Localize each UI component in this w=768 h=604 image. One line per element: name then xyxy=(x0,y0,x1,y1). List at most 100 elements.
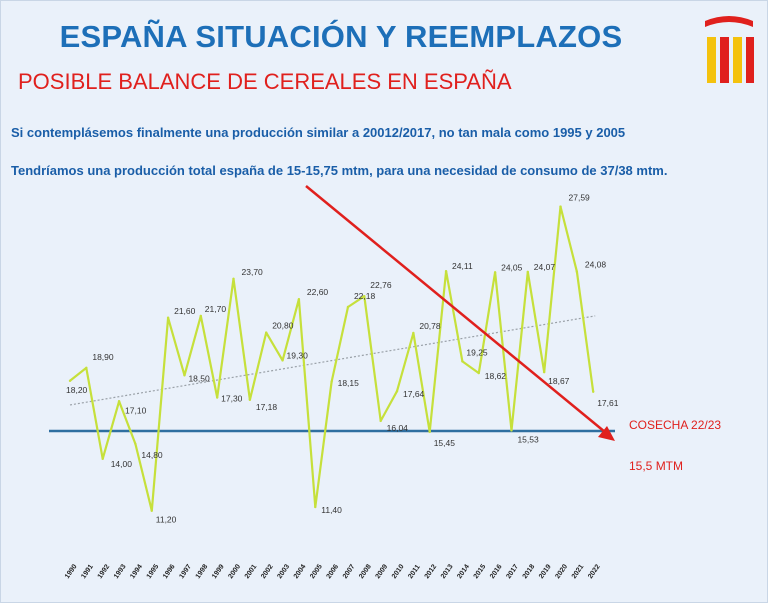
x-tick-label: 1999 xyxy=(211,563,226,580)
data-point xyxy=(493,271,497,274)
data-label: 23,70 xyxy=(242,267,264,277)
data-label: 24,08 xyxy=(585,260,607,270)
data-point xyxy=(199,314,202,318)
data-label: 17,10 xyxy=(125,405,147,415)
x-tick-label: 2009 xyxy=(375,563,390,580)
description-line-1: Si contemplásemos finalmente una producc… xyxy=(11,125,626,140)
x-tick-label: 1990 xyxy=(64,563,79,580)
x-tick-label: 1995 xyxy=(146,563,161,580)
data-label: 21,70 xyxy=(205,304,227,314)
data-label: 14,80 xyxy=(141,450,163,460)
page-subtitle: POSIBLE BALANCE DE CEREALES EN ESPAÑA xyxy=(18,69,512,94)
data-label: 24,07 xyxy=(534,262,556,272)
x-tick-label: 1996 xyxy=(162,563,177,580)
x-tick-label: 1998 xyxy=(195,563,210,580)
x-tick-label: 2006 xyxy=(326,563,341,580)
x-tick-label: 2001 xyxy=(244,563,259,580)
data-point xyxy=(150,509,153,512)
page-title: ESPAÑA SITUACIÓN Y REEMPLAZOS xyxy=(59,19,623,54)
data-point xyxy=(477,371,480,375)
trend-line xyxy=(69,315,596,406)
data-point xyxy=(526,270,529,274)
data-label: 22,60 xyxy=(307,287,329,297)
data-label: 20,80 xyxy=(272,321,294,331)
data-point xyxy=(363,295,366,298)
data-point xyxy=(444,269,448,273)
arrow-shaft xyxy=(305,185,606,433)
x-tick-label: 1997 xyxy=(178,563,193,580)
x-tick-label: 2010 xyxy=(391,563,406,580)
x-tick-label: 1993 xyxy=(113,563,128,580)
x-tick-label: 2004 xyxy=(293,563,308,580)
data-point xyxy=(215,396,219,399)
data-point xyxy=(428,430,431,434)
data-point xyxy=(248,398,252,401)
data-point xyxy=(85,366,88,370)
x-tick-label: 2022 xyxy=(587,563,602,580)
x-tick-label: 2008 xyxy=(358,563,373,580)
x-tick-label: 2007 xyxy=(342,563,357,580)
data-label: 19,30 xyxy=(287,350,309,360)
data-label: 22,76 xyxy=(370,280,392,290)
data-point xyxy=(330,380,333,383)
data-label: 11,40 xyxy=(321,505,342,515)
data-label: 16,04 xyxy=(387,423,409,433)
data-point xyxy=(379,419,382,423)
data-label: 21,60 xyxy=(174,306,196,316)
data-point xyxy=(68,379,72,383)
x-tick-label: 2015 xyxy=(473,563,488,580)
x-tick-label: 2011 xyxy=(407,564,422,581)
arrow-head xyxy=(598,426,615,441)
data-point xyxy=(559,205,562,208)
data-point xyxy=(101,457,104,460)
data-label: 17,61 xyxy=(597,398,619,408)
x-tick-label: 2018 xyxy=(522,563,537,580)
data-point xyxy=(134,442,137,446)
data-point xyxy=(346,305,350,309)
data-point xyxy=(461,360,464,363)
x-tick-label: 2021 xyxy=(571,563,586,580)
data-point xyxy=(542,370,546,374)
data-point xyxy=(592,390,595,393)
x-tick-label: 2003 xyxy=(276,563,291,580)
data-point xyxy=(183,374,186,377)
data-label: 17,30 xyxy=(221,394,243,404)
x-tick-label: 1991 xyxy=(80,563,95,580)
spain-flag-bars-icon xyxy=(705,16,754,83)
data-point xyxy=(395,390,399,393)
data-label: 19,25 xyxy=(466,347,488,357)
data-label: 27,59 xyxy=(569,193,591,203)
data-label: 11,20 xyxy=(156,515,177,525)
data-point xyxy=(232,277,235,280)
data-point xyxy=(265,331,268,334)
data-label: 18,20 xyxy=(66,385,88,395)
data-point xyxy=(510,429,513,432)
data-label: 17,64 xyxy=(403,389,425,399)
x-tick-label: 2013 xyxy=(440,563,455,580)
x-tick-label: 2012 xyxy=(424,563,439,580)
x-tick-label: 2020 xyxy=(554,563,569,580)
x-tick-label: 2016 xyxy=(489,563,504,580)
x-tick-label: 1992 xyxy=(97,563,112,580)
annotation-15-5-mtm: 15,5 MTM xyxy=(629,459,683,473)
x-tick-label: 2019 xyxy=(538,563,553,580)
data-label: 20,78 xyxy=(419,321,441,331)
data-label: 18,15 xyxy=(338,378,360,388)
description-line-2: Tendríamos una producción total españa d… xyxy=(11,163,668,178)
data-point xyxy=(117,400,121,403)
data-label: 15,53 xyxy=(517,434,539,444)
x-tick-label: 1994 xyxy=(129,563,144,580)
x-tick-label: 2000 xyxy=(227,563,242,580)
data-label: 18,67 xyxy=(548,376,570,386)
data-label: 18,90 xyxy=(92,352,114,362)
x-tick-label: 2017 xyxy=(505,563,520,580)
data-point xyxy=(575,270,579,273)
x-tick-label: 2002 xyxy=(260,563,275,580)
data-label: 17,18 xyxy=(256,402,278,412)
x-tick-label: 2014 xyxy=(456,563,471,580)
data-label: 18,50 xyxy=(188,373,210,383)
data-point xyxy=(412,331,415,335)
data-point xyxy=(281,359,284,362)
